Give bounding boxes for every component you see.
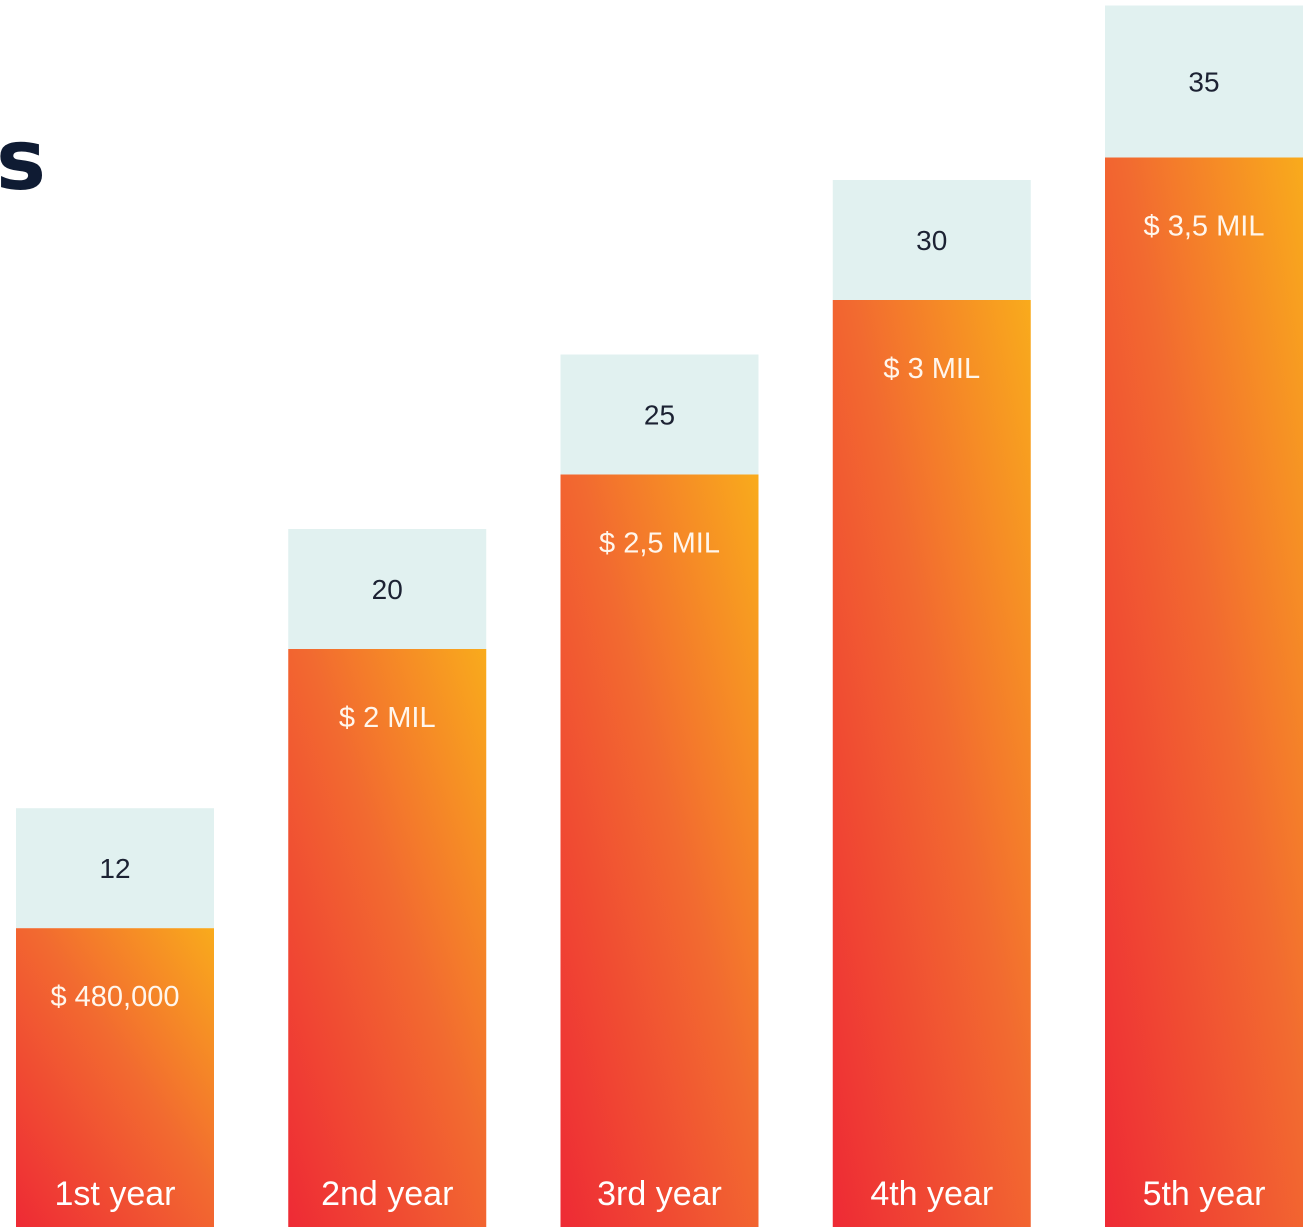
category-label: 3rd year [597,1175,722,1213]
bar-amount-label: $ 3,5 MIL [1144,211,1265,243]
bar-top-segment [16,808,214,929]
bar-amount-label: $ 2 MIL [339,702,436,734]
bar-amount-segment [288,649,487,1227]
bar-amount-label: $ 480,000 [50,981,179,1013]
bar-group: 12 $ 480,000 1st year [16,808,214,1227]
bar-amount-segment [1105,157,1303,1227]
bar-count-label: 20 [372,574,403,605]
bar-count-label: 30 [916,225,947,256]
bar-amount-label: $ 3 MIL [883,353,980,385]
bar-amount-segment [560,474,759,1227]
category-label: 1st year [55,1175,176,1213]
bar-top-segment [288,529,487,649]
category-label: 4th year [870,1175,993,1213]
bar-amount-segment [16,928,214,1227]
bar-top-segment [1105,5,1303,158]
bar-count-label: 35 [1188,67,1219,98]
bar-group: 35 $ 3,5 MIL 5th year [1105,5,1303,1227]
bar-count-label: 25 [644,400,675,431]
page-title: s [0,111,46,209]
bar-group: 30 $ 3 MIL 4th year [832,180,1031,1227]
category-label: 2nd year [321,1175,453,1213]
bar-top-segment [832,180,1031,300]
bars-group: 12 $ 480,000 1st year 20 $ 2 MIL 2nd year 25 $ … [16,5,1303,1227]
bar-amount-label: $ 2,5 MIL [599,528,720,560]
bar-group: 25 $ 2,5 MIL 3rd year [560,354,759,1227]
bar-amount-segment [832,300,1031,1227]
bar-group: 20 $ 2 MIL 2nd year [288,529,487,1227]
bar-count-label: 12 [99,853,130,884]
bar-top-segment [560,354,759,475]
category-label: 5th year [1143,1175,1266,1213]
